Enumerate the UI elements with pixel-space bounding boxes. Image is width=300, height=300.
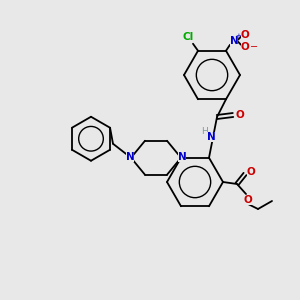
Text: O: O [247,167,255,177]
Text: +: + [235,33,241,39]
Text: N: N [178,152,186,162]
Text: N: N [230,36,238,46]
Text: H: H [201,127,207,136]
Text: N: N [126,152,134,162]
Text: O: O [244,195,252,205]
Text: N: N [207,132,215,142]
Text: −: − [250,42,258,52]
Text: Cl: Cl [182,32,194,42]
Text: O: O [241,42,249,52]
Text: O: O [236,110,244,120]
Text: O: O [241,30,249,40]
